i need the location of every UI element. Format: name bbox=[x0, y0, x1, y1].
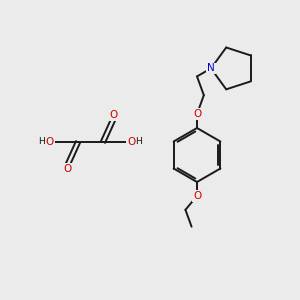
Text: O: O bbox=[193, 109, 201, 119]
Text: H: H bbox=[39, 137, 45, 146]
Text: O: O bbox=[64, 164, 72, 174]
Text: O: O bbox=[127, 137, 135, 147]
Text: O: O bbox=[46, 137, 54, 147]
Text: O: O bbox=[109, 110, 117, 120]
Text: N: N bbox=[207, 63, 215, 74]
Text: N: N bbox=[207, 63, 215, 74]
Text: O: O bbox=[193, 191, 201, 201]
Text: H: H bbox=[136, 137, 142, 146]
